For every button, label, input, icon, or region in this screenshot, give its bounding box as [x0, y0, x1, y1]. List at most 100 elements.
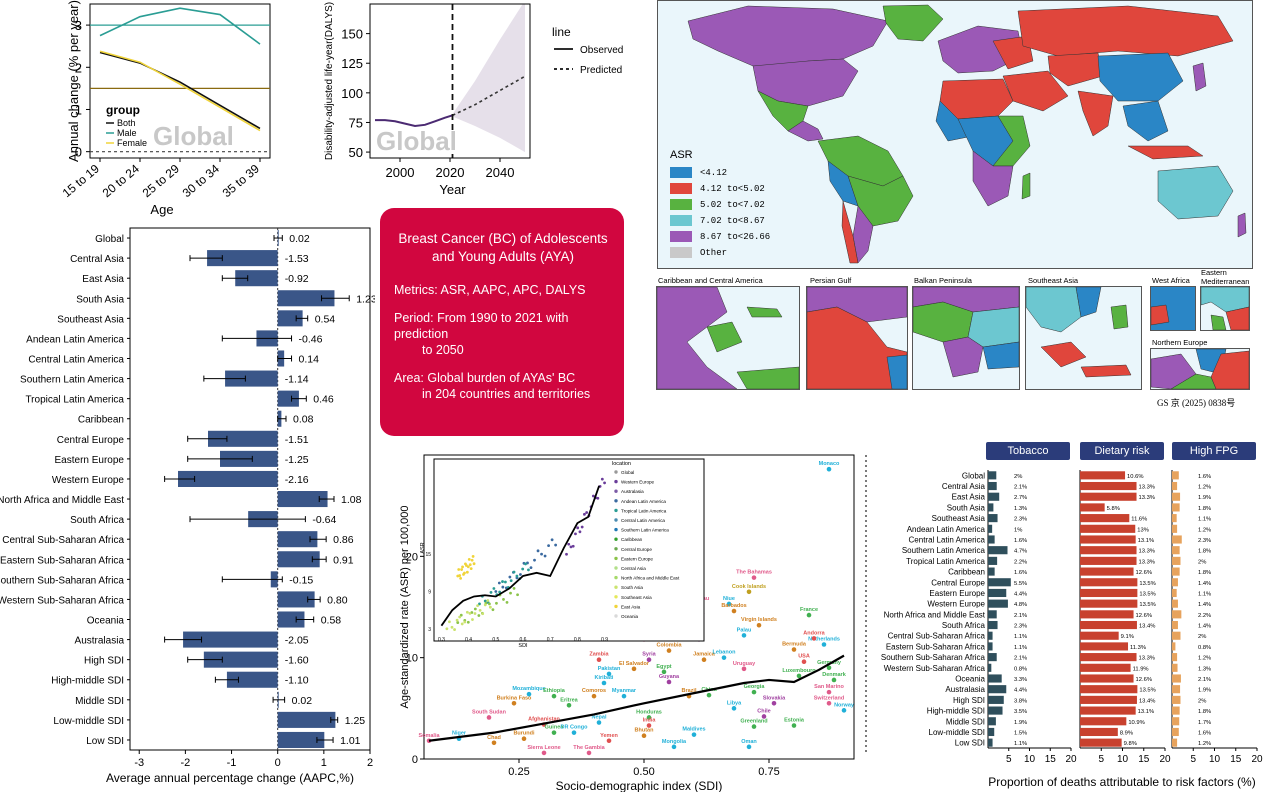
aapc-value-label: -1.14 [285, 374, 309, 386]
inset-legend-swatch [614, 527, 618, 532]
inset-point [591, 494, 595, 498]
risk-bar-tobacco [988, 514, 998, 523]
region-label: South Africa [70, 515, 124, 526]
country-point [671, 744, 677, 750]
series-line-male [99, 7, 261, 45]
aapc-bar [277, 551, 320, 568]
risk-value-label: 1.3% [1014, 506, 1027, 512]
inset-legend-swatch [614, 585, 618, 589]
country-point [801, 659, 807, 665]
risk-bar-high-fpg [1172, 471, 1179, 480]
inset-eastern-mediterranean [1200, 286, 1250, 331]
risk-bar-dietary-risk [1080, 492, 1137, 501]
aapc-value-label: -0.92 [285, 273, 309, 285]
risk-value-label: 2.3% [1198, 538, 1211, 544]
risk-value-label: 8.9% [1120, 730, 1133, 736]
risk-value-label: 5.8% [1107, 506, 1120, 512]
map-approval-note: GS 京 (2025) 0838号 [1157, 398, 1236, 408]
risk-value-label: 1.6% [1014, 538, 1027, 544]
high-fpg-header: High FPG [1172, 442, 1256, 460]
inset-point [478, 602, 481, 606]
country-point [526, 691, 532, 697]
country-label: Afghanistan [528, 717, 560, 723]
risk-value-label: 2.3% [1014, 624, 1027, 630]
risk-bar-tobacco [988, 620, 998, 630]
inset-point [465, 610, 469, 614]
risk-value-label: 1.6% [1198, 474, 1211, 480]
inset-point [458, 574, 462, 577]
country-point [721, 655, 727, 660]
region-label: Central Sub-Saharan Africa [2, 535, 124, 546]
y-tick-label: 75 [349, 115, 363, 130]
country-point [741, 633, 747, 638]
inset-point [519, 573, 522, 576]
map-legend-item: Other [670, 247, 727, 258]
risk-bar-high-fpg [1172, 653, 1178, 662]
country-point [701, 657, 707, 662]
x-tick-label: -3 [134, 757, 144, 769]
region-label: Eastern Europe [55, 455, 125, 466]
inset-point [524, 562, 527, 566]
inset-x-tick-label: 0.3 [438, 637, 445, 643]
inset-point [469, 567, 473, 571]
inset-point [459, 577, 463, 580]
country-label: Kiribati [595, 675, 614, 681]
country-label: Colombia [656, 643, 682, 649]
inset-shape [1170, 373, 1217, 389]
risk-bar-high-fpg [1172, 717, 1180, 726]
inset-point [457, 568, 461, 571]
region-label: Australasia [75, 636, 125, 647]
aapc-bar [208, 430, 278, 447]
risk-value-label: 2.1% [1014, 656, 1027, 662]
inset-shape [1026, 287, 1082, 333]
info-area: Area: Global burden of AYAs' BC in 204 c… [394, 370, 612, 402]
inset-point [483, 603, 487, 607]
inset-point [486, 599, 490, 602]
map-india [1077, 90, 1114, 137]
observed-line [375, 114, 453, 128]
aapc-bar [277, 390, 299, 407]
region-label: High-middle SDI [51, 676, 124, 687]
country-label: Brazil [682, 688, 697, 694]
country-point [806, 612, 812, 618]
risk-bar-high-fpg [1172, 514, 1177, 523]
region-label: Low-middle SDI [53, 716, 124, 727]
risk-bar-dietary-risk [1080, 717, 1127, 726]
aapc-value-label: 0.02 [289, 233, 310, 245]
inset-point [471, 555, 475, 558]
country-point [566, 702, 572, 708]
y-tick-label: 2 [75, 60, 82, 75]
inset-shape [746, 306, 783, 318]
country-point [691, 732, 697, 737]
country-point [491, 740, 497, 746]
aapc-bar [225, 370, 278, 387]
inset-balkan [912, 286, 1020, 390]
map-legend-swatch [670, 231, 692, 242]
inset-point [460, 622, 464, 626]
risk-bar-dietary-risk [1080, 642, 1129, 651]
y-axis-label: Disability-adjusted life-year(DALYS) [324, 2, 335, 160]
country-point [511, 700, 517, 706]
inset-point [466, 620, 470, 624]
inset-legend-swatch [614, 489, 618, 493]
inset-x-tick-label: 0.7 [547, 637, 554, 643]
info-area-line2: in 204 countries and territories [422, 387, 591, 401]
risk-region-label: Central Sub-Saharan Africa [888, 632, 986, 641]
asr-sdi-scatter-chart: 0 10 20 0.25 0.50 0.75 Socio-demographic index… [399, 454, 855, 792]
risk-value-label: 2.3% [1014, 517, 1027, 523]
country-point [541, 750, 547, 756]
inset-legend-swatch [614, 547, 618, 551]
risk-value-label: 1.8% [1198, 709, 1211, 715]
country-label: Niue [723, 596, 735, 602]
risk-bar-high-fpg [1172, 738, 1178, 747]
inset-shape [942, 336, 984, 378]
risk-bar-high-fpg [1172, 524, 1178, 533]
risk-bar-dietary-risk [1080, 727, 1118, 737]
inset-point [450, 625, 454, 629]
risk-value-label: 1.2% [1198, 485, 1211, 491]
predicted-line [452, 75, 526, 117]
map-legend-item: <4.12 [670, 167, 727, 178]
risk-bar-high-fpg [1172, 674, 1181, 683]
country-label: Chile [757, 708, 770, 714]
series-line-female [99, 50, 261, 132]
